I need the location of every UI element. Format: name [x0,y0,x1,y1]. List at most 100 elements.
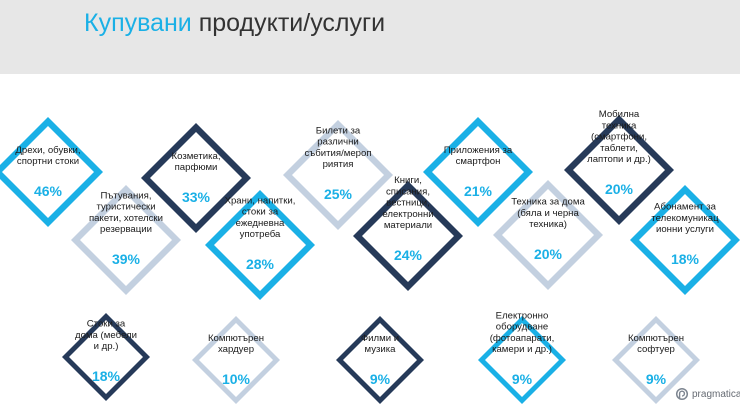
diamond-label-line: Филми и [361,333,399,344]
diamond-label-line: музика [364,344,396,355]
diamond-inner [292,129,384,221]
diamond-value: 18% [671,251,700,267]
diamond-label-line: дома (мебели [75,330,137,341]
diamond-label-line: събития/мероп [304,148,371,159]
diamond-inner [150,132,242,224]
diamond-label-line: (бяла и черна [517,208,579,219]
page-title-rest: продукти/услуги [191,9,386,37]
diamond-label-line: ионни услуги [656,224,714,235]
brand-logo: pragmatica [675,386,740,402]
diamond-inner [80,194,172,286]
diamond-label: Компютърен софтуер [628,333,684,355]
diamond-inner [362,190,454,282]
diamond-label: Филми и музика [361,333,399,355]
diamond-value: 20% [605,181,634,197]
diamond-item: Абонамент за телекомуникац ионни услуги 18% [630,185,740,295]
diamond-label-line: Пътувания, [100,190,151,201]
diamond-label-line: оборудване [496,322,548,333]
diamond-label-line: ежедневна [236,218,285,229]
diamond-inner [2,126,94,218]
diamond-label-line: списания, [386,186,430,197]
diamond-item: Техника за дома (бяла и черна техника) 20% [493,180,603,290]
diamond-label: Стоки за дома (мебели и др.) [75,319,137,352]
diamond-label-line: туристически [96,202,155,213]
diamond-item: Електронно оборудване (фотоапарати, камери … [478,310,566,404]
diamond-label-line: материали [384,220,432,231]
diamond-inner [343,323,417,397]
diamond-item: Пътувания, туристически пакети, хотелски ре… [71,185,181,295]
diamond-label: Компютърен хардуер [208,333,264,355]
diamond-label-line: Техника за дома [511,197,585,208]
diamond-value: 9% [370,371,391,387]
diamond-label-line: Мобилна [599,109,640,120]
diamond-item: Храни, напитки, стоки за ежедневна употреба… [205,190,315,300]
diamond-label: Дрехи, обувки, спортни стоки [15,145,80,167]
diamond-label-line: (фотоапарати, [490,333,555,344]
diamond-inner [573,124,665,216]
diamond-value: 9% [512,371,533,387]
diamond-label-line: камери и др.) [492,344,552,355]
diamond-label-line: софтуер [637,344,675,355]
diamond-value: 33% [182,189,211,205]
diamond-label-line: Стоки за [87,319,126,330]
diamond-label-line: Книги, [394,175,422,186]
diamond-value: 20% [534,246,563,262]
diamond-value: 9% [646,371,667,387]
diamond-label-line: Компютърен [208,333,264,344]
diamond-inner [199,323,273,397]
diamond-inner [502,189,594,281]
diamond-label-line: хардуер [218,344,254,355]
diamond-label: Козметика, парфюми [172,151,221,173]
diamond-inner [432,126,524,218]
diamond-label-line: Компютърен [628,333,684,344]
diamond-item: Книги, списания, вестници, електронни матери… [353,175,463,291]
diamond-item: Билети за различни събития/мероп риятия 25% [283,120,393,230]
diamond-label-line: електронни [382,209,433,220]
diamond-item: Компютърен софтуер 9% [612,316,700,404]
diamond-item: Козметика, парфюми 33% [141,123,251,233]
diamond-value: 24% [394,247,423,263]
diamond-label-line: и др.) [94,341,119,352]
diamond-label-line: смартфон [456,156,501,167]
diamond-value: 21% [464,183,493,199]
diamond-label: Мобилна техника (смартфони, таблети, лаптопи… [587,109,651,165]
diamond-label-line: Козметика, [172,151,221,162]
diamond-inner [69,320,143,394]
diamond-value: 46% [34,183,63,199]
diamond-label: Приложения за смартфон [444,145,513,167]
diamond-label-line: резервации [100,224,152,235]
diamond-label-line: техника [602,120,637,131]
diamond-label-line: Билети за [316,125,361,136]
diamond-label-line: вестници, [386,198,430,209]
diamond-label-line: риятия [323,159,354,170]
diamond-label: Книги, списания, вестници, електронни матери… [382,175,433,231]
diamond-value: 28% [246,256,275,272]
diamond-label-line: Дрехи, обувки, [15,145,80,156]
diamond-label-line: парфюми [175,162,218,173]
diamond-label-line: Електронно [496,310,549,321]
diamond-value: 39% [112,251,141,267]
diamond-label: Техника за дома (бяла и черна техника) [511,197,585,230]
diamond-inner [639,194,731,286]
diamond-label-line: таблети, [600,143,638,154]
diamond-item: Филми и музика 9% [336,316,424,404]
page-title: Купувани продукти/услуги [84,9,385,38]
diamond-label: Билети за различни събития/мероп риятия [304,125,371,170]
diamond-label-line: телекомуникац [651,213,719,224]
diamond-item: Стоки за дома (мебели и др.) 18% [62,313,150,401]
brand-name: pragmatica [692,388,740,400]
diamond-label-line: Абонамент за [654,202,717,213]
diamond-item: Мобилна техника (смартфони, таблети, лаптопи… [564,109,674,225]
diamond-label-line: употреба [240,229,281,240]
diamond-label: Храни, напитки, стоки за ежедневна употреба [225,195,296,240]
title-bar: Купувани продукти/услуги [0,0,740,74]
diamond-item: Компютърен хардуер 10% [192,316,280,404]
diamond-label-line: Приложения за [444,145,513,156]
diamond-label-line: (смартфони, [591,132,647,143]
diamond-label-line: различни [317,137,358,148]
diamond-label-line: стоки за [242,207,279,218]
diamond-item: Приложения за смартфон 21% [423,117,533,227]
diamond-value: 18% [92,368,121,384]
diamond-label-line: Храни, напитки, [225,195,296,206]
